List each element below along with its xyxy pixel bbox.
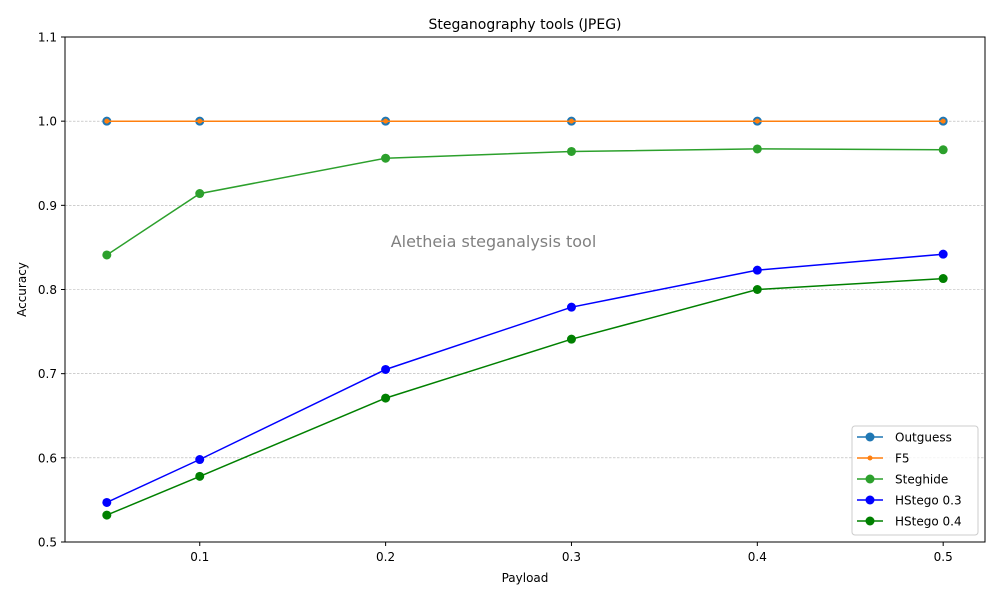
x-tick-label: 0.5 — [934, 550, 953, 564]
legend-label: Steghide — [895, 473, 948, 487]
data-point-f5 — [104, 118, 110, 124]
y-tick-label: 0.6 — [38, 451, 57, 465]
x-axis-label: Payload — [502, 571, 549, 585]
legend-label: Outguess — [895, 431, 952, 445]
legend-item-hstego-0-3: HStego 0.3 — [857, 494, 962, 508]
legend-marker — [867, 455, 873, 461]
y-tick-label: 0.9 — [38, 199, 57, 213]
data-point-f5 — [197, 118, 203, 124]
series-line-steghide — [106, 148, 944, 256]
data-point-hstego-0-4 — [566, 334, 576, 344]
legend-box — [851, 425, 979, 536]
legend-item-hstego-0-4: HStego 0.4 — [857, 515, 962, 529]
legend-label: HStego 0.3 — [895, 494, 962, 508]
legend-marker — [865, 432, 875, 442]
data-point-steghide — [195, 189, 205, 199]
series-layer — [102, 116, 948, 520]
legend-label: HStego 0.4 — [895, 515, 962, 529]
data-point-f5 — [568, 118, 574, 124]
legend-marker — [865, 516, 875, 526]
data-point-hstego-0-3 — [381, 364, 391, 374]
series-f5 — [104, 118, 946, 124]
data-point-f5 — [383, 118, 389, 124]
y-tick-label: 0.7 — [38, 367, 57, 381]
data-point-hstego-0-3 — [102, 497, 112, 507]
legend-item-outguess: Outguess — [857, 431, 952, 445]
data-point-f5 — [940, 118, 946, 124]
y-tick-label: 0.5 — [38, 536, 57, 550]
data-point-steghide — [102, 250, 112, 260]
legend-marker — [865, 495, 875, 505]
x-axis: 0.1 0.2 0.3 0.4 0.5 — [190, 542, 953, 564]
data-point-hstego-0-4 — [938, 274, 948, 284]
y-tick-label: 1.0 — [38, 115, 57, 129]
data-point-steghide — [752, 144, 762, 154]
data-point-hstego-0-3 — [752, 265, 762, 275]
y-axis-label: Accuracy — [15, 262, 29, 317]
legend-item-steghide: Steghide — [857, 473, 948, 487]
legend-marker — [865, 474, 875, 484]
data-point-hstego-0-3 — [195, 455, 205, 465]
data-point-hstego-0-4 — [195, 471, 205, 481]
data-point-f5 — [754, 118, 760, 124]
chart-title: Steganography tools (JPEG) — [428, 17, 621, 33]
legend-label: F5 — [895, 452, 910, 466]
x-tick-label: 0.1 — [190, 550, 209, 564]
series-line-hstego-0-4 — [106, 277, 944, 516]
data-point-hstego-0-3 — [938, 249, 948, 259]
y-axis: 0.5 0.6 0.7 0.8 0.9 1.0 1.1 — [38, 31, 65, 550]
x-tick-label: 0.4 — [748, 550, 767, 564]
x-tick-label: 0.3 — [562, 550, 581, 564]
y-tick-label: 1.1 — [38, 31, 57, 45]
watermark-annotation: Aletheia steganalysis tool — [391, 232, 597, 251]
legend: Outguess F5 Steghide HStego 0.3 HStego 0.4 — [851, 425, 979, 536]
series-line-hstego-0-3 — [106, 253, 944, 504]
data-point-hstego-0-4 — [102, 510, 112, 520]
data-point-steghide — [938, 145, 948, 155]
data-point-hstego-0-3 — [566, 302, 576, 312]
x-tick-label: 0.2 — [376, 550, 395, 564]
y-tick-label: 0.8 — [38, 283, 57, 297]
data-point-hstego-0-4 — [381, 393, 391, 403]
data-point-steghide — [381, 153, 391, 163]
series-hstego-0-4 — [102, 274, 948, 520]
data-point-steghide — [566, 146, 576, 156]
legend-item-f5: F5 — [857, 452, 910, 466]
series-hstego-0-3 — [102, 249, 948, 507]
data-point-hstego-0-4 — [752, 285, 762, 294]
series-steghide — [102, 144, 948, 260]
